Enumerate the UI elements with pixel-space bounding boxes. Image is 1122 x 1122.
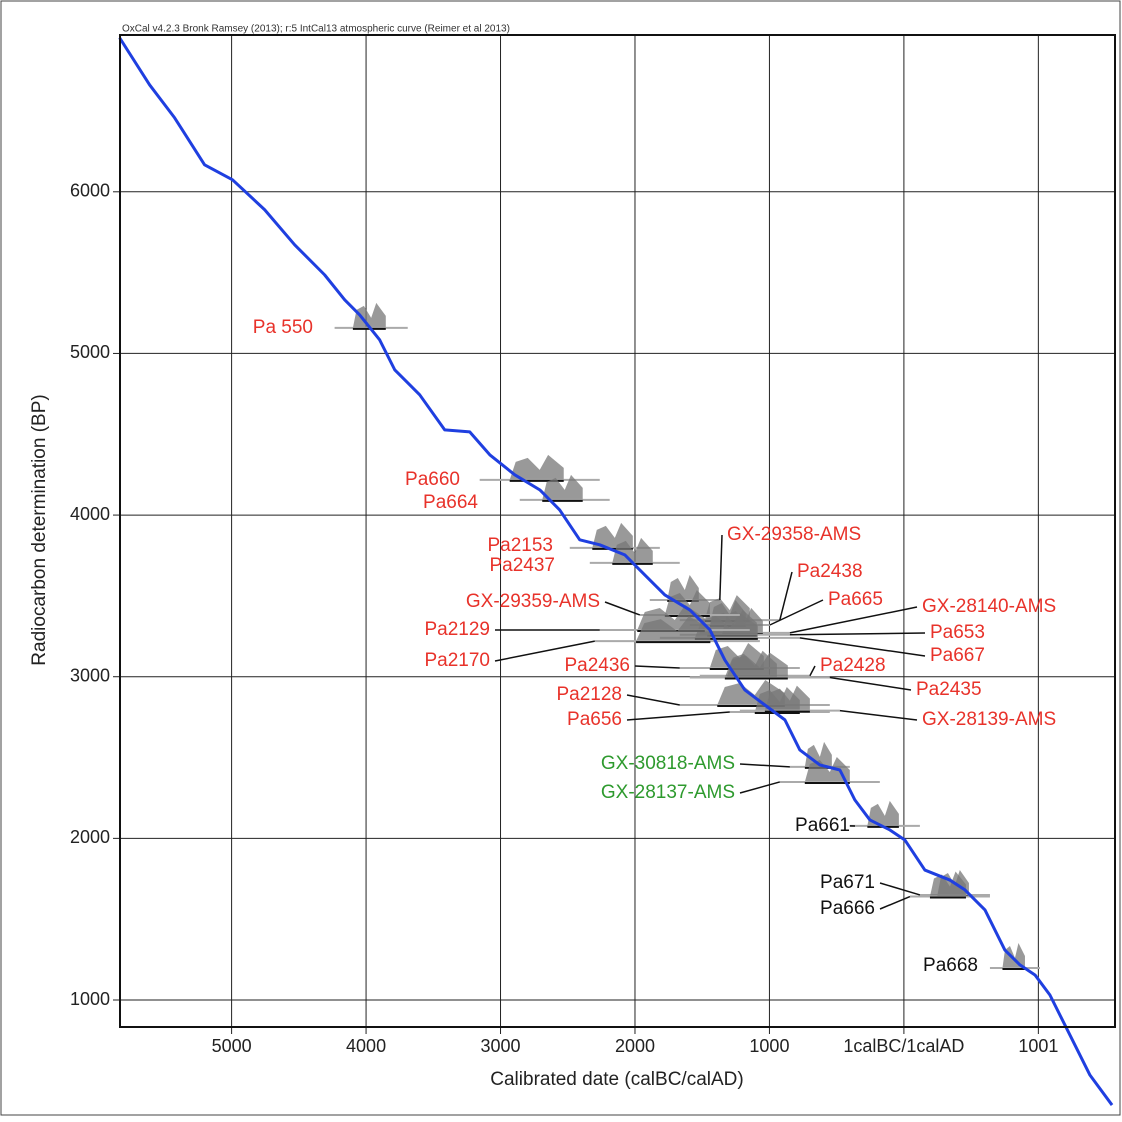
sample-label: Pa668 — [923, 955, 978, 976]
sample-label: GX-28140-AMS — [922, 596, 1056, 617]
y-tick-label: 1000 — [70, 989, 110, 1009]
x-tick-label: 4000 — [346, 1036, 386, 1056]
y-tick-label: 2000 — [70, 827, 110, 847]
sample-label: Pa671 — [820, 872, 875, 893]
x-tick-label: 1calBC/1calAD — [843, 1036, 964, 1056]
sample-label: Pa2435 — [916, 679, 982, 700]
x-tick-label: 1001 — [1018, 1036, 1058, 1056]
x-tick-label: 1000 — [749, 1036, 789, 1056]
sample-label: Pa667 — [930, 645, 985, 666]
sample-label: GX-28137-AMS — [601, 782, 735, 803]
sample-label: GX-30818-AMS — [601, 753, 735, 774]
sample-label: GX-28139-AMS — [922, 709, 1056, 730]
y-tick-label: 6000 — [70, 181, 110, 201]
sample-label: Pa2438 — [797, 561, 863, 582]
chart-title: OxCal v4.2.3 Bronk Ramsey (2013); r:5 In… — [122, 24, 510, 35]
sample-label: Pa2428 — [820, 655, 886, 676]
sample-label: Pa2129 — [424, 619, 490, 640]
y-tick-label: 5000 — [70, 342, 110, 362]
sample-label: Pa666 — [820, 898, 875, 919]
sample-label: Pa660 — [405, 469, 460, 490]
x-axis-title: Calibrated date (calBC/calAD) — [490, 1069, 743, 1090]
sample-label: Pa661 — [795, 815, 850, 836]
sample-label: Pa2153 — [487, 535, 553, 556]
y-tick-label: 4000 — [70, 504, 110, 524]
sample-label: Pa2436 — [564, 655, 630, 676]
sample-label: GX-29359-AMS — [466, 591, 600, 612]
sample-label: Pa665 — [828, 589, 883, 610]
sample-label: GX-29358-AMS — [727, 524, 861, 545]
sample-label: Pa653 — [930, 622, 985, 643]
sample-label: Pa2437 — [489, 555, 555, 576]
sample-label: Pa2128 — [556, 684, 622, 705]
x-tick-label: 5000 — [212, 1036, 252, 1056]
x-tick-label: 3000 — [480, 1036, 520, 1056]
y-axis-title: Radiocarbon determination (BP) — [29, 394, 50, 665]
y-tick-label: 3000 — [70, 665, 110, 685]
sample-label: Pa 550 — [253, 317, 313, 338]
x-tick-label: 2000 — [615, 1036, 655, 1056]
sample-label: Pa2170 — [424, 650, 490, 671]
sample-label: Pa656 — [567, 709, 622, 730]
sample-label: Pa664 — [423, 492, 478, 513]
